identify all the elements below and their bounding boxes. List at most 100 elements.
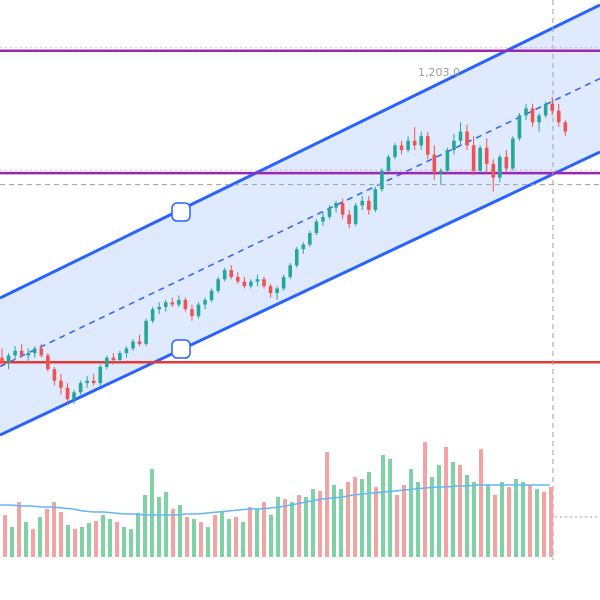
candle[interactable] bbox=[150, 306, 155, 324]
candle[interactable] bbox=[386, 154, 391, 174]
candle[interactable] bbox=[321, 212, 325, 227]
candle[interactable] bbox=[511, 136, 515, 171]
candle[interactable] bbox=[46, 353, 50, 372]
candle[interactable] bbox=[111, 353, 116, 365]
candle[interactable] bbox=[262, 276, 266, 289]
candle[interactable] bbox=[78, 380, 83, 395]
channel-lower-line[interactable] bbox=[0, 150, 600, 437]
candle[interactable] bbox=[327, 205, 332, 220]
candle[interactable] bbox=[275, 286, 279, 300]
candle[interactable] bbox=[157, 302, 161, 314]
candle[interactable] bbox=[360, 196, 365, 210]
candle[interactable] bbox=[105, 355, 109, 370]
candle[interactable] bbox=[353, 203, 358, 227]
candle[interactable] bbox=[314, 219, 319, 236]
candle[interactable] bbox=[0, 348, 4, 367]
candle[interactable] bbox=[347, 210, 351, 229]
candle[interactable] bbox=[425, 131, 430, 160]
candle[interactable] bbox=[249, 279, 253, 289]
candle[interactable] bbox=[216, 276, 220, 294]
candle[interactable] bbox=[255, 274, 260, 287]
candle[interactable] bbox=[452, 133, 456, 155]
candle[interactable] bbox=[196, 302, 201, 319]
candle[interactable] bbox=[144, 318, 148, 347]
candle[interactable] bbox=[478, 145, 482, 174]
volume-bar bbox=[458, 465, 462, 557]
candle[interactable] bbox=[556, 103, 561, 127]
candle[interactable] bbox=[170, 297, 175, 307]
candle[interactable] bbox=[412, 126, 417, 150]
candle[interactable] bbox=[340, 198, 345, 220]
candle[interactable] bbox=[13, 346, 17, 360]
candle[interactable] bbox=[19, 343, 24, 358]
channel-handle-lower[interactable] bbox=[171, 339, 191, 359]
candle[interactable] bbox=[209, 288, 214, 303]
candle[interactable] bbox=[439, 168, 443, 185]
candle[interactable] bbox=[59, 373, 63, 395]
candle[interactable] bbox=[563, 120, 568, 137]
volume-bar bbox=[549, 487, 553, 557]
candle[interactable] bbox=[72, 390, 76, 404]
parallel-channel[interactable] bbox=[0, 3, 600, 437]
candle[interactable] bbox=[524, 103, 528, 120]
candle[interactable] bbox=[498, 154, 502, 183]
candle[interactable] bbox=[530, 103, 535, 127]
candle[interactable] bbox=[504, 150, 509, 174]
candle[interactable] bbox=[183, 297, 188, 312]
candle[interactable] bbox=[308, 230, 312, 247]
channel-upper-line[interactable] bbox=[0, 3, 600, 300]
candle[interactable] bbox=[373, 186, 378, 213]
candle[interactable] bbox=[131, 339, 135, 351]
candle[interactable] bbox=[491, 159, 496, 192]
candle[interactable] bbox=[334, 200, 338, 213]
candle[interactable] bbox=[288, 263, 292, 280]
candle[interactable] bbox=[229, 265, 234, 280]
candle[interactable] bbox=[537, 113, 541, 132]
candle[interactable] bbox=[98, 364, 103, 386]
volume-bar bbox=[31, 529, 35, 557]
channel-fill[interactable] bbox=[0, 5, 600, 435]
candle[interactable] bbox=[124, 346, 129, 358]
candle[interactable] bbox=[294, 246, 299, 268]
candle[interactable] bbox=[419, 131, 423, 150]
horizontal-line-purple[interactable] bbox=[0, 47, 600, 53]
candle[interactable] bbox=[236, 272, 240, 284]
candle[interactable] bbox=[432, 145, 437, 180]
candle[interactable] bbox=[471, 136, 476, 176]
candle[interactable] bbox=[484, 138, 489, 174]
candle[interactable] bbox=[203, 297, 207, 310]
candle[interactable] bbox=[85, 376, 89, 388]
candle[interactable] bbox=[26, 348, 30, 363]
candle[interactable] bbox=[543, 101, 548, 118]
candle[interactable] bbox=[52, 366, 57, 386]
candle[interactable] bbox=[137, 334, 142, 347]
candle[interactable] bbox=[39, 343, 44, 358]
candle[interactable] bbox=[380, 168, 384, 192]
candle[interactable] bbox=[445, 147, 450, 174]
candle[interactable] bbox=[465, 124, 469, 150]
candle[interactable] bbox=[177, 295, 181, 307]
candle[interactable] bbox=[281, 274, 286, 291]
candle[interactable] bbox=[399, 140, 404, 155]
candle[interactable] bbox=[91, 373, 96, 386]
candle[interactable] bbox=[517, 113, 522, 141]
candle[interactable] bbox=[6, 353, 11, 370]
channel-handle-upper[interactable] bbox=[171, 202, 191, 222]
candle[interactable] bbox=[65, 383, 70, 404]
candle[interactable] bbox=[222, 267, 227, 282]
candle[interactable] bbox=[118, 350, 122, 363]
candle[interactable] bbox=[268, 283, 273, 298]
candle[interactable] bbox=[393, 143, 397, 160]
candle[interactable] bbox=[550, 96, 554, 116]
candle[interactable] bbox=[367, 196, 371, 215]
candle[interactable] bbox=[242, 276, 247, 289]
channel-median-line[interactable] bbox=[0, 77, 600, 368]
candle[interactable] bbox=[163, 300, 168, 312]
candle[interactable] bbox=[190, 304, 194, 321]
candle[interactable] bbox=[301, 242, 306, 254]
candle[interactable] bbox=[32, 346, 37, 358]
candle[interactable] bbox=[406, 136, 410, 153]
candle[interactable] bbox=[458, 122, 463, 146]
